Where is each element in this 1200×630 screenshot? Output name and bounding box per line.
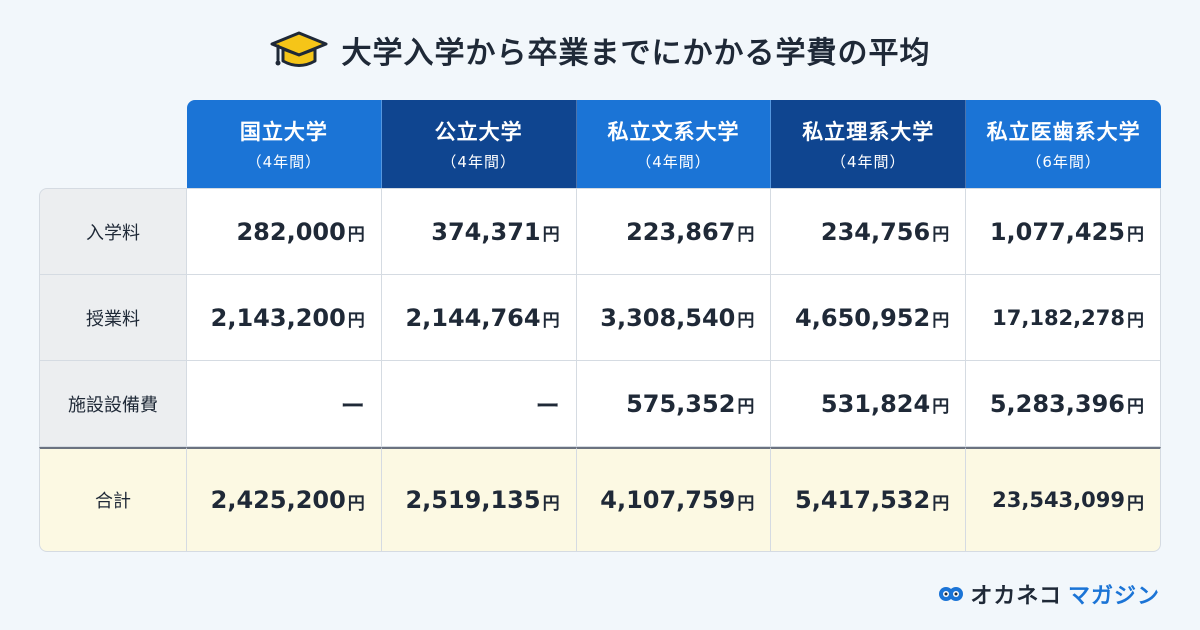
cell-value: 575,352 xyxy=(626,389,736,418)
cell-unit: 円 xyxy=(737,493,755,514)
graduation-cap-icon xyxy=(270,31,327,67)
table-cell: 234,756 円 xyxy=(771,188,967,275)
cell-unit: 円 xyxy=(1126,311,1144,331)
column-period: （4年間） xyxy=(831,153,906,171)
column-name: 私立文系大学 xyxy=(607,120,740,144)
page-title: 大学入学から卒業までにかかる学費の平均 xyxy=(341,36,931,71)
cell-unit: 円 xyxy=(542,311,560,331)
row-label: 施設設備費 xyxy=(39,361,187,447)
total-value: 23,543,099 xyxy=(992,488,1125,512)
column-header: 公立大学 （4年間） xyxy=(381,100,577,188)
total-value: 4,107,759 xyxy=(600,486,736,514)
total-value: 2,425,200 xyxy=(210,486,346,514)
table-cell: 4,650,952 円 xyxy=(771,275,967,361)
table-cell: 374,371 円 xyxy=(381,188,577,275)
column-name: 私立医歯系大学 xyxy=(986,120,1141,144)
total-cell: 23,543,099 円 xyxy=(966,447,1161,552)
brand-sub: マガジン xyxy=(1067,584,1160,609)
column-period: （4年間） xyxy=(441,153,516,171)
column-name: 私立理系大学 xyxy=(802,120,935,144)
table-corner xyxy=(39,100,187,188)
column-header: 国立大学 （4年間） xyxy=(187,100,382,188)
total-cell: 2,519,135 円 xyxy=(381,447,577,552)
cell-unit: 円 xyxy=(932,225,950,245)
cell-unit: 円 xyxy=(347,311,365,331)
brand-name: オカネコ xyxy=(970,584,1062,609)
cell-unit: 円 xyxy=(737,311,755,331)
cell-unit: 円 xyxy=(542,225,560,245)
cell-unit: 円 xyxy=(1126,493,1144,514)
cell-unit: 円 xyxy=(1126,225,1144,245)
column-name: 公立大学 xyxy=(434,120,523,144)
total-value: 2,519,135 xyxy=(405,486,541,514)
column-name: 国立大学 xyxy=(239,120,328,144)
table-grid: 国立大学 （4年間） 公立大学 （4年間） 私立文系大学 （4年間） 私立理系大… xyxy=(39,100,1161,552)
table-cell: 282,000 円 xyxy=(187,188,382,275)
cell-value: 234,756 xyxy=(820,217,931,246)
cell-unit: 円 xyxy=(737,397,755,417)
total-cell: 4,107,759 円 xyxy=(576,447,772,552)
table-cell: ー xyxy=(381,361,577,447)
cell-unit: 円 xyxy=(737,225,755,245)
cell-unit: 円 xyxy=(347,493,365,514)
column-header: 私立理系大学 （4年間） xyxy=(771,100,967,188)
table-cell: 575,352 円 xyxy=(576,361,772,447)
total-value: 5,417,532 xyxy=(795,486,931,514)
column-header: 私立文系大学 （4年間） xyxy=(576,100,772,188)
cell-unit: 円 xyxy=(542,493,560,514)
total-cell: 2,425,200 円 xyxy=(187,447,382,552)
cell-value: ー xyxy=(535,392,560,420)
row-label: 入学料 xyxy=(39,188,187,275)
table-cell: ー xyxy=(187,361,382,447)
cell-unit: 円 xyxy=(1126,397,1144,417)
cell-unit: 円 xyxy=(347,225,365,245)
cell-value: 4,650,952 xyxy=(795,303,931,332)
table-cell: 5,283,396 円 xyxy=(966,361,1161,447)
cell-value: 374,371 xyxy=(431,217,541,246)
total-label: 合計 xyxy=(39,447,187,552)
table-cell: 2,144,764 円 xyxy=(381,275,577,361)
table-cell: 1,077,425 円 xyxy=(966,188,1161,275)
row-label: 授業料 xyxy=(39,275,187,361)
cell-value: 5,283,396 xyxy=(989,389,1125,418)
column-period: （4年間） xyxy=(636,153,711,171)
cell-unit: 円 xyxy=(932,397,950,417)
brand-logo: オカネコ マガジン xyxy=(938,580,1160,609)
column-period: （6年間） xyxy=(1026,153,1101,171)
owl-logo-icon xyxy=(939,587,964,601)
cell-value: ー xyxy=(340,392,365,420)
table-cell: 223,867 円 xyxy=(576,188,772,275)
cell-value: 531,824 xyxy=(820,389,931,418)
table-cell: 2,143,200 円 xyxy=(187,275,382,361)
title-row: 大学入学から卒業までにかかる学費の平均 xyxy=(0,26,1200,74)
cell-value: 2,144,764 xyxy=(405,303,541,332)
total-cell: 5,417,532 円 xyxy=(771,447,967,552)
cell-value: 17,182,278 xyxy=(992,305,1125,330)
cell-value: 282,000 xyxy=(236,217,346,246)
table-cell: 531,824 円 xyxy=(771,361,967,447)
cell-value: 223,867 xyxy=(626,217,736,246)
cell-unit: 円 xyxy=(932,493,950,514)
column-header: 私立医歯系大学 （6年間） xyxy=(966,100,1161,188)
tuition-table: 国立大学 （4年間） 公立大学 （4年間） 私立文系大学 （4年間） 私立理系大… xyxy=(39,100,1161,552)
column-period: （4年間） xyxy=(246,153,322,171)
table-cell: 17,182,278 円 xyxy=(966,275,1161,361)
table-cell: 3,308,540 円 xyxy=(576,275,772,361)
cell-value: 1,077,425 xyxy=(989,217,1125,246)
cell-value: 2,143,200 xyxy=(210,303,346,332)
cell-value: 3,308,540 xyxy=(600,303,736,332)
cell-unit: 円 xyxy=(932,311,950,331)
